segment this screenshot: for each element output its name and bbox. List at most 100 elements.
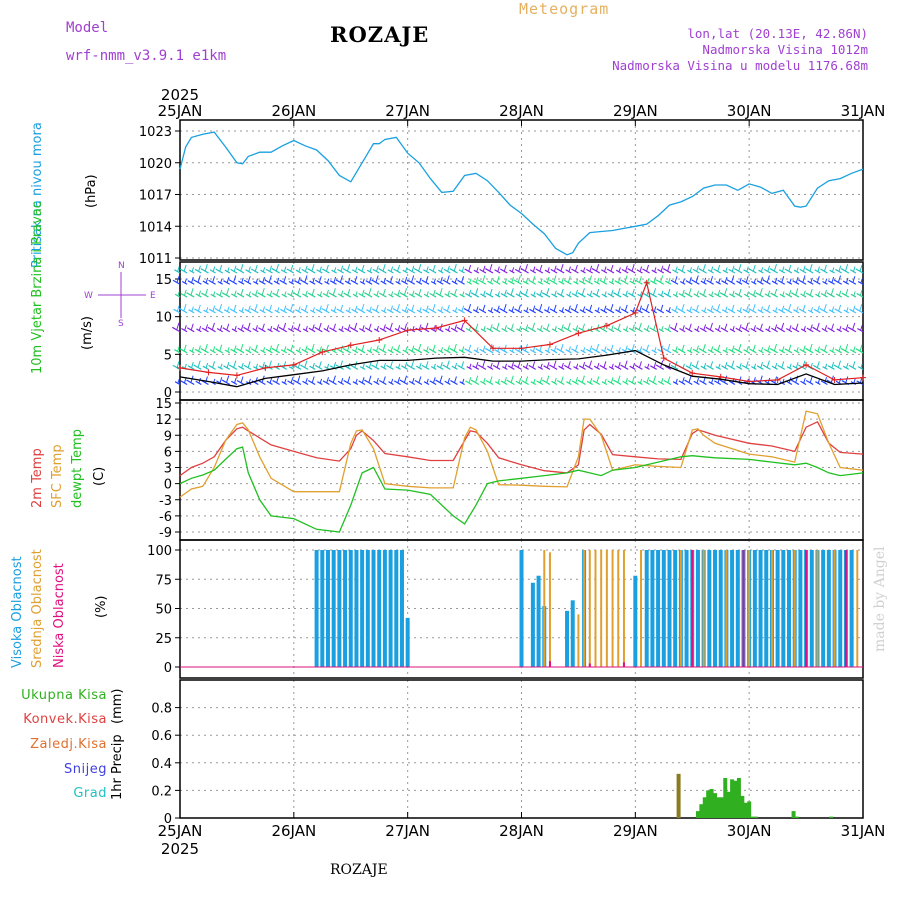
wind-barb-flag [233, 275, 237, 283]
wind-barb-flag [731, 304, 735, 312]
wind-barb-flag [766, 360, 770, 368]
wind-barb [413, 347, 423, 354]
wind-barb-flag [546, 362, 550, 369]
wind-barb-flag [667, 343, 671, 352]
wind-barb-flag [219, 325, 223, 331]
wind-barb [507, 280, 515, 285]
wind-barb [634, 326, 643, 333]
wind-barb-flag [276, 324, 280, 331]
wind-barb-flag [333, 323, 336, 331]
wind-barb-flag [375, 275, 379, 283]
wind-barb-flag [638, 276, 642, 283]
wind-barb-flag [283, 266, 287, 272]
wind-barb-flag [789, 278, 792, 284]
wind-barb-flag [646, 363, 650, 369]
wind-barb-flag [574, 303, 578, 312]
wind-barb-flag [553, 345, 557, 352]
wind-barb-flag [717, 344, 721, 352]
wind-barb [755, 292, 764, 298]
wind-barb-flag [226, 276, 230, 283]
wind-barb-flag [497, 291, 500, 297]
wind-barb-flag [533, 291, 536, 297]
cloud-high-bar [343, 550, 348, 667]
temp2m-ylabel: 2m Temp [30, 448, 45, 508]
legend-snijeg: Snijeg [64, 762, 107, 777]
wind-barb [783, 307, 793, 314]
cloud-high-bar [661, 550, 666, 667]
wind-barb-flag [177, 291, 180, 297]
wind-barb-flag [546, 323, 550, 331]
wind-barb-flag [241, 362, 244, 369]
wind-barb [599, 279, 608, 285]
wind-barb-flag [176, 305, 180, 312]
wind-barb-flag [269, 290, 273, 296]
cloud-high-bar [787, 550, 792, 667]
wind-barb-flag [525, 324, 529, 331]
precip-bar [726, 791, 731, 818]
wind-barb-flag [810, 277, 813, 284]
wind-barb [350, 364, 359, 370]
cloud-high-bar [530, 582, 535, 667]
wind-barb-flag [788, 344, 792, 352]
wind-barb-flag [547, 306, 550, 312]
wind-barb-flag [418, 288, 422, 296]
wind-barb-flag [411, 377, 415, 384]
wind-barb [329, 365, 337, 370]
wind-barb-flag [319, 346, 322, 352]
wind-barb-flag [439, 288, 443, 296]
wind-barb-flag [284, 291, 287, 297]
wind-barb-flag [369, 267, 372, 272]
wind-barb [493, 308, 501, 314]
wind-barb-flag [667, 264, 671, 272]
wind-barb-flag [297, 362, 301, 369]
wind-barb-flag [860, 325, 863, 331]
wind-barb [237, 327, 245, 333]
wind-barb-flag [703, 324, 707, 331]
cloud-high-bar [633, 575, 638, 667]
wind-barb-flag [717, 264, 721, 272]
wind-barb [584, 279, 593, 285]
wind-barb-flag [212, 266, 216, 272]
wind-barb-flag [347, 324, 351, 331]
wind-barb-flag [382, 343, 386, 352]
wind-barb-flag [581, 375, 585, 383]
wind-barb-flag [362, 325, 365, 331]
y-tick-label: -9 [159, 526, 172, 541]
wind-barb-flag [510, 288, 514, 296]
wind-barb-flag [618, 306, 621, 312]
wind-barb [393, 348, 401, 354]
wind-barb [520, 268, 529, 274]
wind-barb-flag [625, 377, 628, 384]
x-tick-label-bottom: 30JAN [727, 822, 772, 840]
wind-barb-flag [582, 306, 586, 312]
wind-barb-flag [354, 346, 358, 352]
wind-barb [193, 364, 202, 370]
wind-barb [571, 380, 579, 385]
cloud-high-bar [371, 550, 376, 667]
y-tick-label: 12 [155, 413, 172, 428]
wind-barb-flag [525, 277, 529, 284]
wind-barb-flag [454, 307, 458, 312]
wind-barb-flag [830, 288, 834, 296]
cloud-high-bar [667, 550, 672, 667]
wind-barb [300, 279, 309, 285]
wind-barb [713, 268, 722, 274]
wind-barb-flag [277, 307, 280, 312]
wind-barb-flag [432, 264, 436, 272]
wind-barb [470, 379, 480, 385]
y-tick-label: 50 [155, 603, 172, 618]
wind-barb [365, 365, 373, 370]
wind-barb [186, 327, 195, 333]
x-tick-label-bottom: 27JAN [385, 822, 430, 840]
wind-barb [770, 292, 778, 298]
wind-barb [406, 364, 416, 370]
wind-barb-flag [603, 305, 607, 312]
wind-barb-flag [304, 275, 308, 283]
wind-barb-flag [611, 278, 614, 284]
wind-barb [535, 348, 544, 354]
wind-barb [208, 279, 216, 285]
wind-barb-flag [311, 343, 315, 352]
wind-barb-flag [546, 375, 550, 383]
wind-barb-flag [703, 277, 707, 284]
wind-barb-flag [283, 305, 287, 312]
